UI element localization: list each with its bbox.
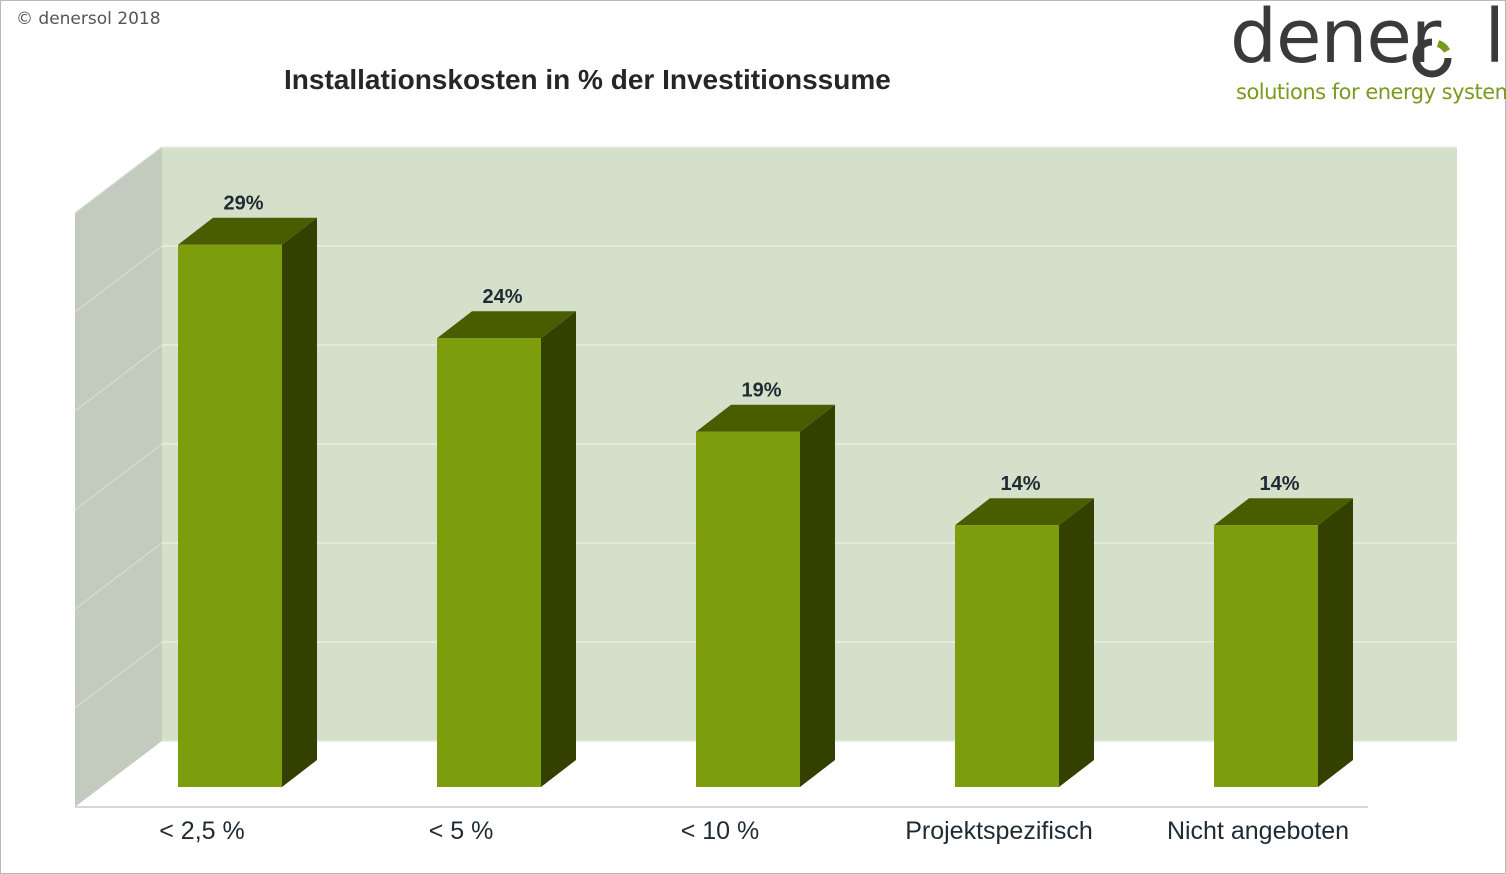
denersol-logo: dener l solutions for energy systems (1230, 0, 1506, 106)
bar-side-face (1318, 498, 1353, 787)
side-gridline (74, 542, 163, 610)
bar-top-face (1214, 498, 1353, 526)
side-gridline (74, 641, 163, 709)
bar (696, 431, 800, 787)
bar-side-face (541, 311, 576, 787)
category-label: Nicht angeboten (1167, 817, 1349, 845)
category-label: < 5 % (429, 817, 494, 845)
data-label: 14% (1000, 473, 1040, 495)
side-gridline (74, 245, 163, 313)
chart-data-labels: 29% 24% 19% 14% 14% (223, 193, 1299, 496)
side-gridline (74, 344, 163, 412)
bar-top-face (955, 498, 1094, 526)
data-label: 29% (223, 193, 263, 215)
bar-side-face (800, 404, 835, 787)
category-label: < 10 % (681, 817, 760, 845)
bar-side-face (282, 217, 317, 787)
chart-category-labels: < 2,5 % < 5 % < 10 % Projektspezifisch Nicht… (159, 817, 1349, 845)
category-label: Projektspezifisch (905, 817, 1093, 845)
bar-side-face (1059, 498, 1094, 787)
chart-title: Installationskosten in % der Investition… (284, 64, 891, 95)
logo-tagline: solutions for energy systems (1236, 80, 1506, 104)
bar (437, 338, 541, 787)
category-label: < 2,5 % (159, 817, 244, 845)
data-label: 14% (1259, 473, 1299, 495)
logo-wordmark: dener l (1230, 0, 1505, 80)
bar-top-face (696, 404, 835, 432)
side-gridline (74, 443, 163, 511)
bar-top-face (437, 311, 576, 339)
copyright-notice: © denersol 2018 (16, 9, 161, 29)
side-gridline (74, 146, 163, 214)
chart-bars (178, 217, 1353, 787)
data-label: 19% (741, 380, 781, 402)
data-label: 24% (482, 286, 522, 308)
bar (1214, 525, 1318, 787)
bar-top-face (178, 217, 317, 245)
bar (178, 244, 282, 787)
bar (955, 525, 1059, 787)
logo-o-ring-icon (1412, 38, 1452, 78)
